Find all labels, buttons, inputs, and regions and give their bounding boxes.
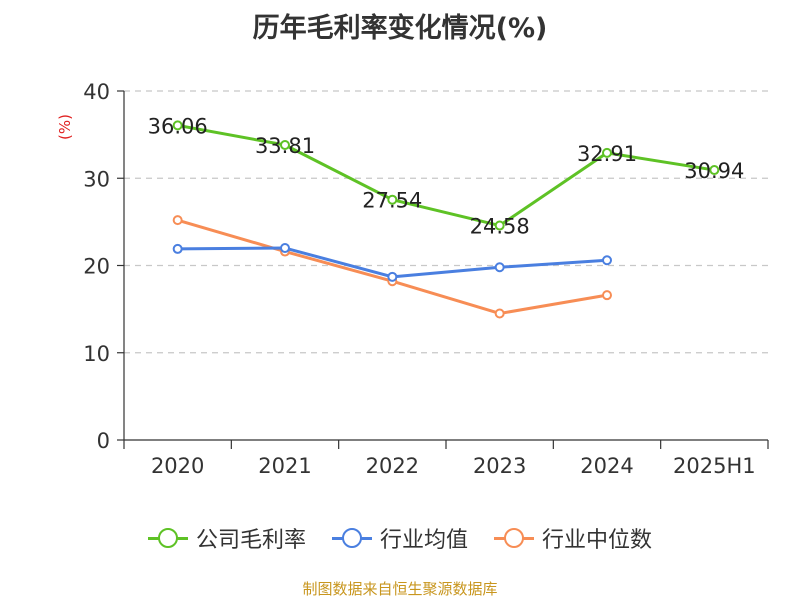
series-line-1	[177, 123, 715, 228]
legend-item[interactable]: 行业均值	[331, 522, 468, 554]
y-tick-label: 0	[97, 429, 110, 453]
x-tick-label: 2025H1	[673, 454, 756, 478]
data-point	[172, 215, 183, 226]
legend-item[interactable]: 行业中位数	[494, 522, 652, 554]
data-label: 30.94	[684, 159, 744, 183]
x-tick-label: 2020	[151, 454, 204, 478]
legend-marker-icon	[331, 528, 372, 548]
legend-label: 公司毛利率	[195, 528, 306, 553]
series-line-3	[177, 218, 608, 315]
data-point	[387, 271, 398, 282]
chart-title: 历年毛利率变化情况(%)	[252, 13, 548, 44]
data-label: 33.81	[255, 134, 315, 158]
legend-marker-icon	[494, 528, 534, 548]
data-point	[494, 262, 505, 273]
data-point	[494, 220, 505, 231]
y-tick-label: 10	[83, 342, 110, 366]
data-point	[709, 165, 720, 176]
data-label: 27.54	[362, 189, 422, 213]
data-point	[172, 120, 183, 131]
data-point	[172, 243, 183, 254]
data-label: 36.06	[148, 114, 208, 138]
data-point	[280, 243, 290, 254]
data-point	[602, 147, 612, 158]
data-point	[602, 290, 612, 301]
y-axis-label: (%)	[56, 114, 74, 140]
x-tick-label: 2024	[580, 454, 633, 478]
legend-label: 行业均值	[379, 528, 468, 553]
data-point	[387, 194, 398, 205]
y-tick-label: 30	[83, 167, 110, 191]
data-point	[280, 140, 290, 151]
data-point	[602, 255, 612, 266]
y-tick-label: 20	[83, 255, 110, 279]
legend-marker-icon	[147, 528, 188, 548]
legend-label: 行业中位数	[542, 528, 653, 553]
data-label: 32.91	[577, 142, 637, 166]
legend: 公司毛利率 行业均值 行业中位数	[0, 520, 800, 556]
legend-item[interactable]: 公司毛利率	[147, 522, 306, 554]
x-tick-label: 2022	[366, 454, 419, 478]
x-tick-label: 2023	[473, 454, 526, 478]
data-label: 24.58	[470, 215, 530, 239]
data-point	[494, 308, 505, 319]
x-tick-label: 2021	[258, 454, 311, 478]
source-note: 制图数据来自恒生聚源数据库	[302, 580, 498, 598]
y-tick-label: 40	[83, 80, 110, 104]
